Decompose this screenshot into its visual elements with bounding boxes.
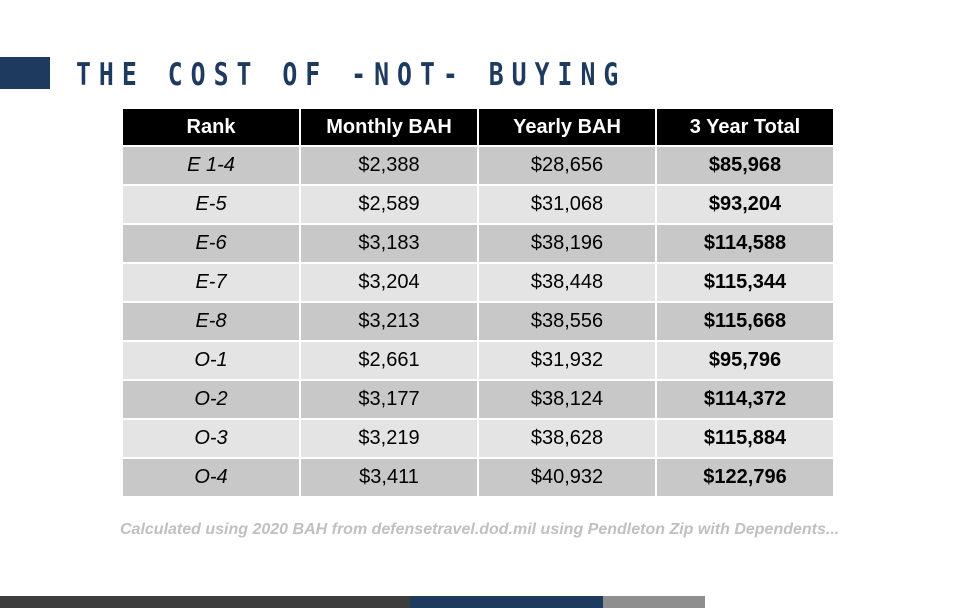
table-row: O-3 $3,219 $38,628 $115,884 — [121, 419, 835, 459]
three-year-total-cell: $93,204 — [655, 185, 835, 225]
header-monthly-bah: Monthly BAH — [299, 109, 479, 147]
three-year-total-cell: $115,668 — [655, 302, 835, 342]
monthly-bah-cell: $2,388 — [299, 146, 479, 186]
rank-cell: E 1-4 — [121, 146, 301, 186]
table-row: E 1-4 $2,388 $28,656 $85,968 — [121, 146, 835, 186]
yearly-bah-cell: $38,196 — [477, 224, 657, 264]
yearly-bah-cell: $38,556 — [477, 302, 657, 342]
monthly-bah-cell: $3,183 — [299, 224, 479, 264]
monthly-bah-cell: $3,177 — [299, 380, 479, 420]
table-body: E 1-4 $2,388 $28,656 $85,968 E-5 $2,589 … — [121, 146, 835, 498]
table-header: Rank Monthly BAH Yearly BAH 3 Year Total — [121, 109, 835, 147]
monthly-bah-cell: $3,213 — [299, 302, 479, 342]
rank-cell: E-5 — [121, 185, 301, 225]
page-title: THE COST OF -NOT- BUYING — [76, 57, 627, 93]
monthly-bah-cell: $3,219 — [299, 419, 479, 459]
monthly-bah-cell: $3,204 — [299, 263, 479, 303]
header-3-year-total: 3 Year Total — [655, 109, 835, 147]
footer-bar-dark — [0, 596, 410, 608]
table-row: O-1 $2,661 $31,932 $95,796 — [121, 341, 835, 381]
footer-bar-navy — [410, 596, 603, 608]
table-row: E-5 $2,589 $31,068 $93,204 — [121, 185, 835, 225]
yearly-bah-cell: $28,656 — [477, 146, 657, 186]
rank-cell: E-6 — [121, 224, 301, 264]
source-footnote: Calculated using 2020 BAH from defensetr… — [120, 521, 840, 538]
three-year-total-cell: $115,884 — [655, 419, 835, 459]
yearly-bah-cell: $31,068 — [477, 185, 657, 225]
yearly-bah-cell: $38,628 — [477, 419, 657, 459]
monthly-bah-cell: $2,589 — [299, 185, 479, 225]
rank-cell: O-3 — [121, 419, 301, 459]
three-year-total-cell: $115,344 — [655, 263, 835, 303]
bah-table: Rank Monthly BAH Yearly BAH 3 Year Total… — [121, 109, 835, 498]
rank-cell: O-2 — [121, 380, 301, 420]
header-yearly-bah: Yearly BAH — [477, 109, 657, 147]
rank-cell: E-7 — [121, 263, 301, 303]
three-year-total-cell: $114,372 — [655, 380, 835, 420]
yearly-bah-cell: $38,448 — [477, 263, 657, 303]
three-year-total-cell: $122,796 — [655, 458, 835, 498]
yearly-bah-cell: $31,932 — [477, 341, 657, 381]
table-row: E-7 $3,204 $38,448 $115,344 — [121, 263, 835, 303]
table-row: E-8 $3,213 $38,556 $115,668 — [121, 302, 835, 342]
title-accent-block — [0, 57, 50, 89]
three-year-total-cell: $114,588 — [655, 224, 835, 264]
table-row: E-6 $3,183 $38,196 $114,588 — [121, 224, 835, 264]
header-row: Rank Monthly BAH Yearly BAH 3 Year Total — [121, 109, 835, 147]
table-row: O-2 $3,177 $38,124 $114,372 — [121, 380, 835, 420]
three-year-total-cell: $85,968 — [655, 146, 835, 186]
yearly-bah-cell: $38,124 — [477, 380, 657, 420]
rank-cell: E-8 — [121, 302, 301, 342]
table-row: O-4 $3,411 $40,932 $122,796 — [121, 458, 835, 498]
rank-cell: O-4 — [121, 458, 301, 498]
monthly-bah-cell: $2,661 — [299, 341, 479, 381]
footer-bar-gray — [603, 596, 705, 608]
yearly-bah-cell: $40,932 — [477, 458, 657, 498]
three-year-total-cell: $95,796 — [655, 341, 835, 381]
monthly-bah-cell: $3,411 — [299, 458, 479, 498]
rank-cell: O-1 — [121, 341, 301, 381]
header-rank: Rank — [121, 109, 301, 147]
